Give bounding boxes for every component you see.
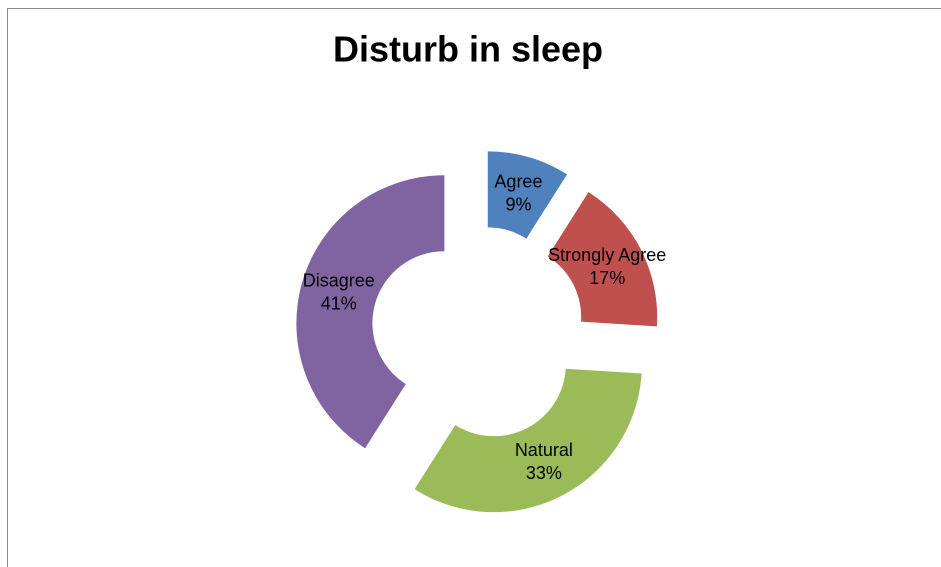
donut-slice — [547, 192, 658, 327]
donut-slice — [487, 151, 568, 239]
slice-category-label: Agree — [494, 172, 542, 192]
slice-category-label: Disagree — [303, 270, 375, 290]
donut-slice — [414, 368, 642, 513]
slice-category-label: Strongly Agree — [548, 245, 666, 265]
slice-value-label: 33% — [526, 463, 562, 483]
slice-value-label: 9% — [505, 195, 531, 215]
chart-title: Disturb in sleep — [333, 29, 603, 70]
slice-category-label: Natural — [515, 440, 573, 460]
slice-value-label: 41% — [321, 293, 357, 313]
slice-value-label: 17% — [589, 268, 625, 288]
donut-slice — [296, 175, 445, 449]
